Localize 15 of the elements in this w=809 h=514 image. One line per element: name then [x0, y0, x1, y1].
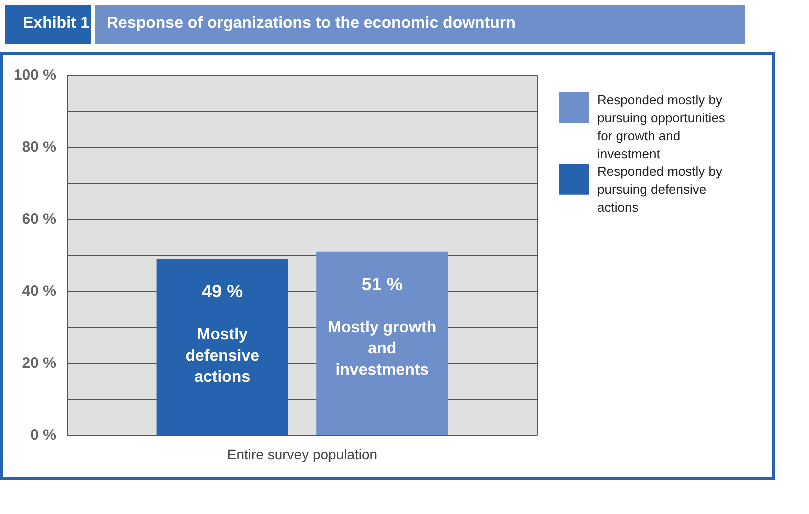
y-tick-label: 20 %	[22, 355, 57, 372]
y-tick-label: 80 %	[22, 139, 57, 156]
annotation: Mostly defensive actions	[186, 326, 260, 386]
legend-label: Responded mostly by pursuing opportunities for growth and investment	[598, 92, 726, 162]
annotation: Mostly growth and investments	[328, 319, 437, 379]
y-tick-label: 40 %	[22, 283, 57, 300]
data-label: 51 %	[362, 274, 403, 294]
x-tick-label: Entire survey population	[227, 446, 378, 462]
legend-label: Responded mostly by pursuing defensive actions	[598, 164, 724, 216]
y-tick-label: 60 %	[22, 211, 57, 228]
data-label: 49 %	[202, 282, 244, 302]
y-tick-label: 100 %	[14, 67, 57, 84]
text: Exhibit 1	[5, 5, 91, 44]
y-tick-label: 0 %	[30, 427, 57, 444]
chart-title: Response of organizations to the economic downturn	[95, 5, 745, 44]
